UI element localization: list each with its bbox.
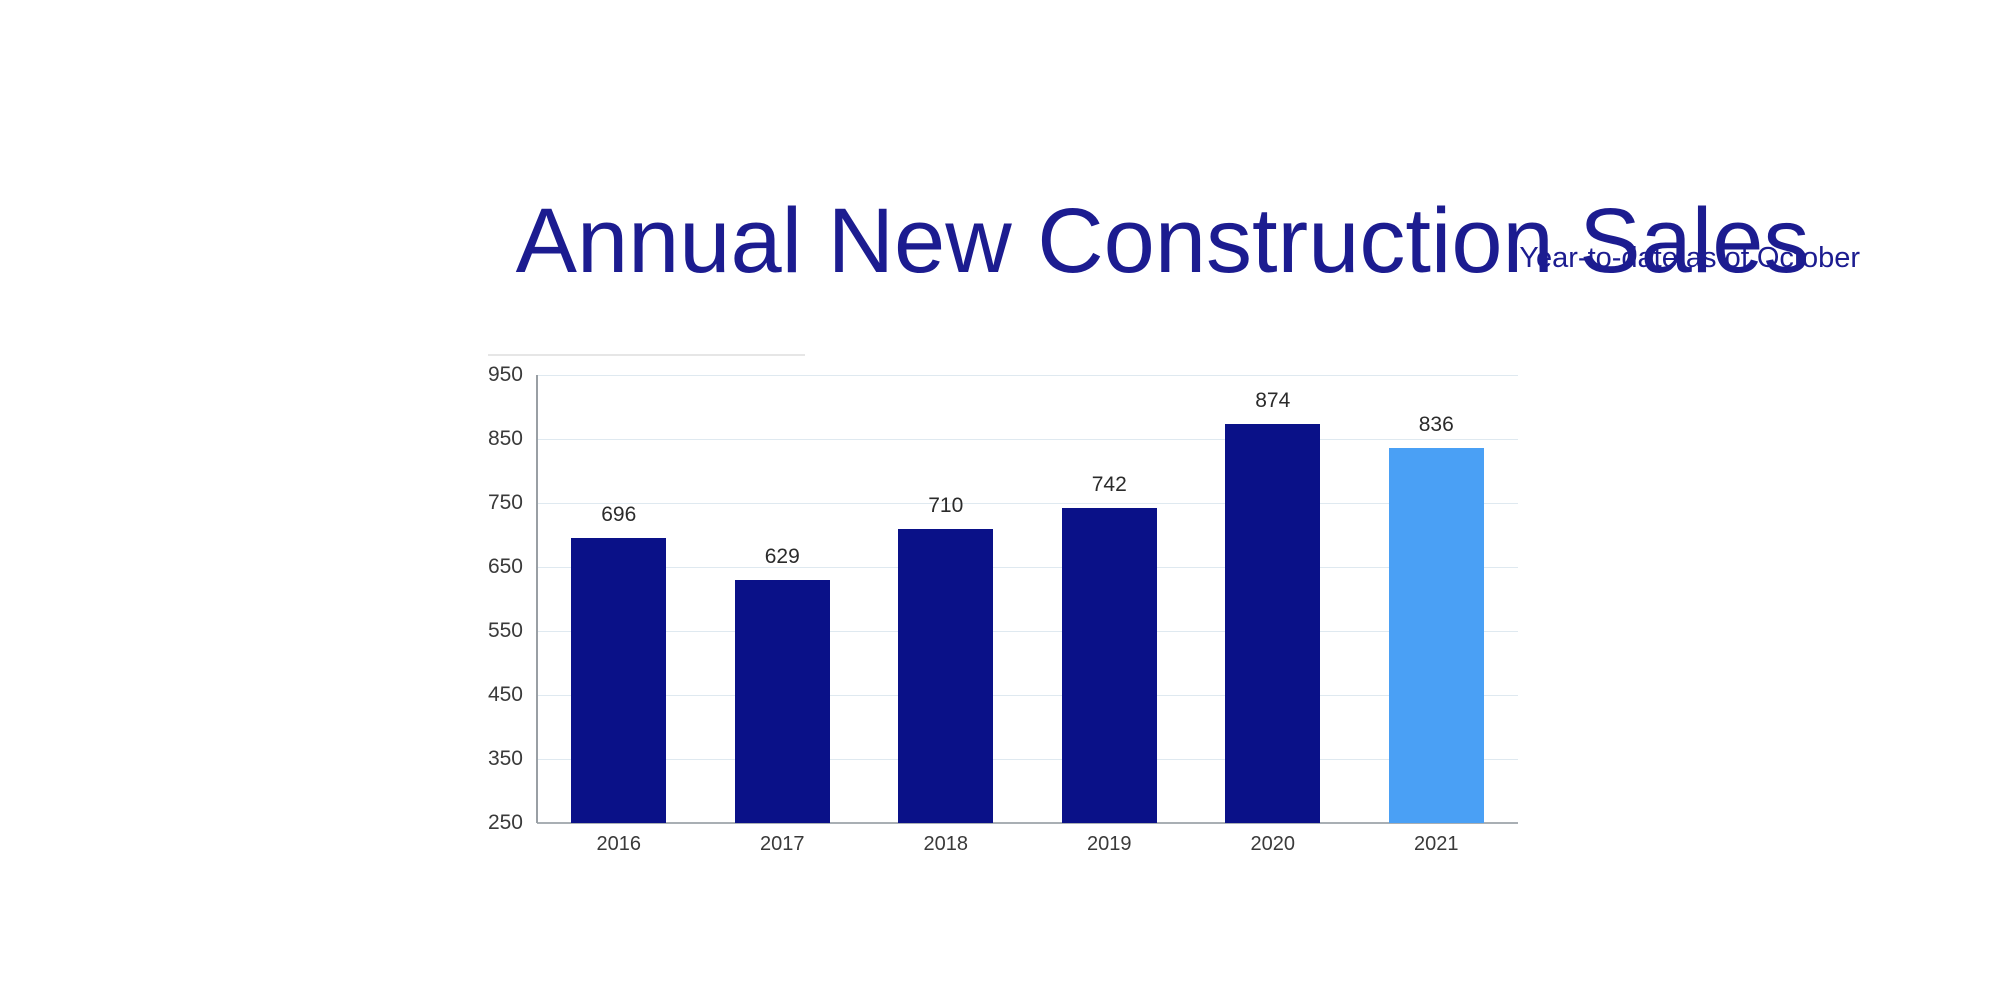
bar-value-label: 742 [1091, 473, 1127, 497]
grid-line [537, 695, 1518, 696]
bar-value-label: 696 [601, 502, 637, 526]
bar-2016 [571, 537, 667, 823]
x-tick-label: 2017 [760, 833, 805, 855]
y-tick-label: 350 [487, 747, 523, 770]
bar-chart-plot-area: 250 350 450 550 650 750 850 950 696 2016 629 2017 71… [488, 364, 1518, 855]
x-tick-label: 2021 [1414, 833, 1459, 855]
y-tick-label: 850 [487, 427, 523, 450]
x-axis-line [537, 822, 1518, 824]
bar-value-label: 836 [1418, 412, 1454, 436]
bar-2021 [1388, 447, 1484, 823]
bar-value-label: 874 [1255, 388, 1291, 412]
faint-divider-line [488, 354, 805, 356]
y-tick-label: 750 [487, 491, 523, 514]
y-axis-line [536, 375, 538, 823]
bar-2017 [734, 580, 830, 823]
x-tick-label: 2018 [923, 833, 969, 855]
y-tick-label: 550 [487, 619, 523, 642]
y-tick-label: 450 [487, 683, 523, 706]
grid-line [537, 631, 1518, 632]
chart-subtitle: Year-to-date as of October [1519, 242, 1860, 274]
grid-line [537, 375, 1518, 376]
bar-value-label: 710 [928, 493, 964, 517]
x-tick-label: 2016 [596, 833, 642, 855]
y-tick-label: 250 [487, 811, 523, 834]
y-tick-label: 650 [487, 555, 523, 578]
grid-line [537, 759, 1518, 760]
grid-line [537, 439, 1518, 440]
bar-value-label: 629 [764, 545, 800, 569]
x-tick-label: 2020 [1250, 833, 1296, 855]
bar-2019 [1061, 508, 1157, 823]
grid-line [537, 567, 1518, 568]
y-tick-label: 950 [487, 363, 523, 386]
chart-title: Annual New Construction Sales [515, 189, 1810, 292]
bar-2020 [1225, 423, 1321, 823]
grid-line [537, 503, 1518, 504]
bar-2018 [898, 528, 994, 823]
x-tick-label: 2019 [1087, 833, 1132, 855]
